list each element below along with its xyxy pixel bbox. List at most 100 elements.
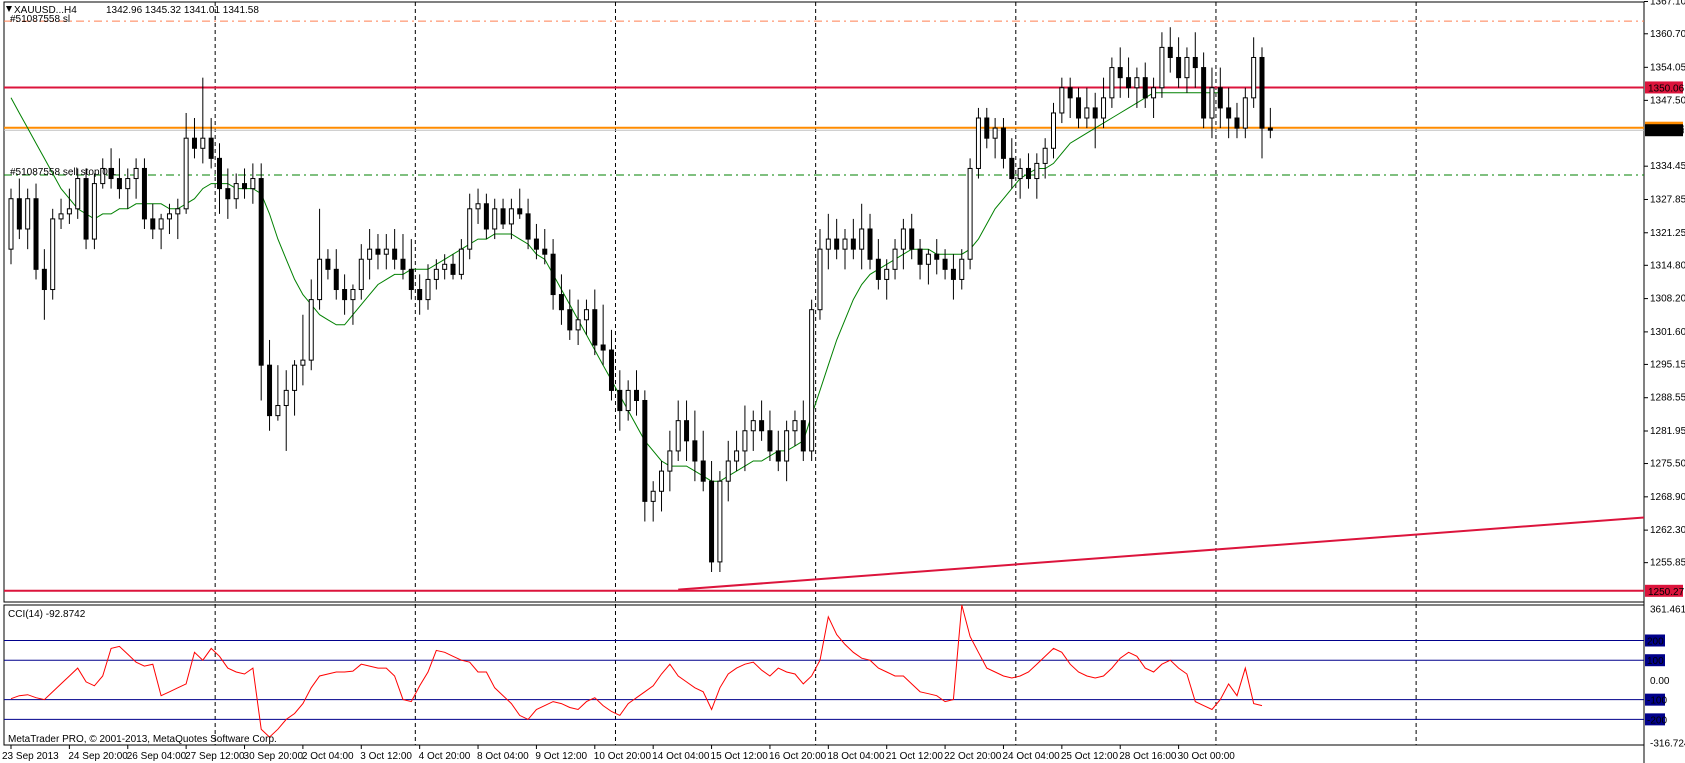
- candle-body: [709, 480, 715, 563]
- candle-body: [258, 178, 264, 366]
- candle-body: [400, 258, 406, 270]
- price-tick-label: 1360.70: [1650, 29, 1685, 40]
- candle-body: [684, 420, 690, 442]
- candle: [358, 244, 364, 300]
- time-tick-label: 27 Sep 12:00: [185, 751, 245, 762]
- candle-body: [884, 268, 890, 280]
- price-tick-label: 1301.60: [1650, 327, 1685, 338]
- candle-body: [650, 490, 656, 502]
- candle: [558, 274, 564, 325]
- candle: [892, 239, 898, 280]
- candle: [642, 390, 648, 522]
- candle: [492, 198, 498, 240]
- candle-body: [66, 208, 72, 215]
- candle: [225, 168, 231, 219]
- candle-body: [1025, 167, 1031, 180]
- candle-body: [50, 218, 56, 291]
- candle-body: [842, 238, 848, 250]
- cci-tick-label: 0.00: [1650, 676, 1670, 687]
- candle: [659, 461, 665, 512]
- candle: [517, 188, 523, 219]
- cci-tick-label: 361.4613: [1650, 605, 1685, 616]
- candle-body: [1117, 67, 1123, 79]
- candle-body: [317, 258, 323, 301]
- candle: [1134, 67, 1140, 108]
- candle: [942, 249, 948, 280]
- candle: [917, 239, 923, 280]
- level-badge: [1645, 124, 1683, 137]
- candle-body: [800, 420, 806, 452]
- candle: [275, 365, 281, 421]
- candle-body: [1109, 67, 1115, 99]
- candle: [217, 143, 222, 214]
- candle-body: [367, 248, 373, 260]
- candle-body: [1226, 107, 1232, 119]
- price-tick-label: 1295.15: [1650, 359, 1685, 370]
- candle: [500, 198, 506, 229]
- candle-body: [200, 137, 206, 149]
- candle: [258, 163, 264, 401]
- candle-body: [83, 178, 89, 240]
- candle: [759, 400, 765, 441]
- candle-body: [233, 183, 239, 200]
- time-tick-label: 24 Sep 20:00: [68, 751, 128, 762]
- candle: [1092, 92, 1098, 149]
- time-tick-label: 15 Oct 12:00: [711, 751, 769, 762]
- candle-body: [909, 228, 915, 250]
- candle-body: [250, 178, 256, 190]
- order-tag: #51087558 sl: [10, 14, 70, 25]
- candle: [1051, 102, 1056, 159]
- candle-body: [1234, 117, 1240, 129]
- candle-body: [592, 309, 598, 346]
- candle: [834, 218, 840, 260]
- candle: [475, 188, 481, 224]
- candle: [600, 304, 606, 366]
- candle-body: [417, 289, 423, 301]
- candle: [867, 213, 873, 270]
- candle: [350, 284, 356, 325]
- candle-body: [634, 389, 639, 401]
- candle-body: [759, 420, 765, 432]
- candle: [83, 168, 89, 250]
- candle-body: [191, 137, 197, 149]
- level-badge-label: 1341.58: [1648, 126, 1685, 137]
- candle: [1201, 52, 1207, 129]
- candle-body: [659, 470, 665, 492]
- cci-tick-label: -200: [1647, 715, 1667, 726]
- candle-body: [700, 460, 706, 482]
- candle-body: [141, 167, 147, 220]
- candle: [425, 264, 431, 310]
- candle-body: [375, 248, 381, 255]
- candle-body: [300, 359, 306, 366]
- candle-body: [959, 258, 965, 280]
- candle: [183, 112, 189, 214]
- candle: [58, 198, 64, 229]
- candle: [200, 77, 206, 164]
- candle-body: [767, 430, 773, 452]
- candle: [859, 203, 865, 270]
- price-tick-label: 1255.85: [1650, 558, 1685, 569]
- time-tick-label: 30 Sep 20:00: [244, 751, 304, 762]
- candle-body: [108, 167, 114, 180]
- candle-body: [267, 364, 273, 417]
- candle: [1042, 138, 1048, 179]
- candle-body: [1167, 46, 1173, 58]
- candle-body: [575, 319, 581, 331]
- candle-body: [667, 450, 673, 472]
- candle: [342, 274, 348, 315]
- cci-line: [10, 604, 1263, 738]
- candle: [725, 440, 731, 502]
- cci-level-badge: [1645, 634, 1665, 647]
- candle: [984, 107, 990, 149]
- candle: [1217, 67, 1223, 129]
- candle-body: [567, 309, 573, 331]
- candle-body: [350, 289, 356, 301]
- candle-body: [442, 263, 448, 270]
- candle-body: [542, 248, 548, 255]
- time-tick-label: 2 Oct 04:00: [302, 751, 354, 762]
- cci-tick-label: 200: [1647, 636, 1664, 647]
- candle: [550, 239, 556, 310]
- price-tick-label: 1314.80: [1650, 260, 1685, 271]
- price-axis: 1367.10 1360.70 1354.05 1347.50 1334.45 1327.…: [1644, 0, 1685, 569]
- candle-body: [1067, 87, 1073, 99]
